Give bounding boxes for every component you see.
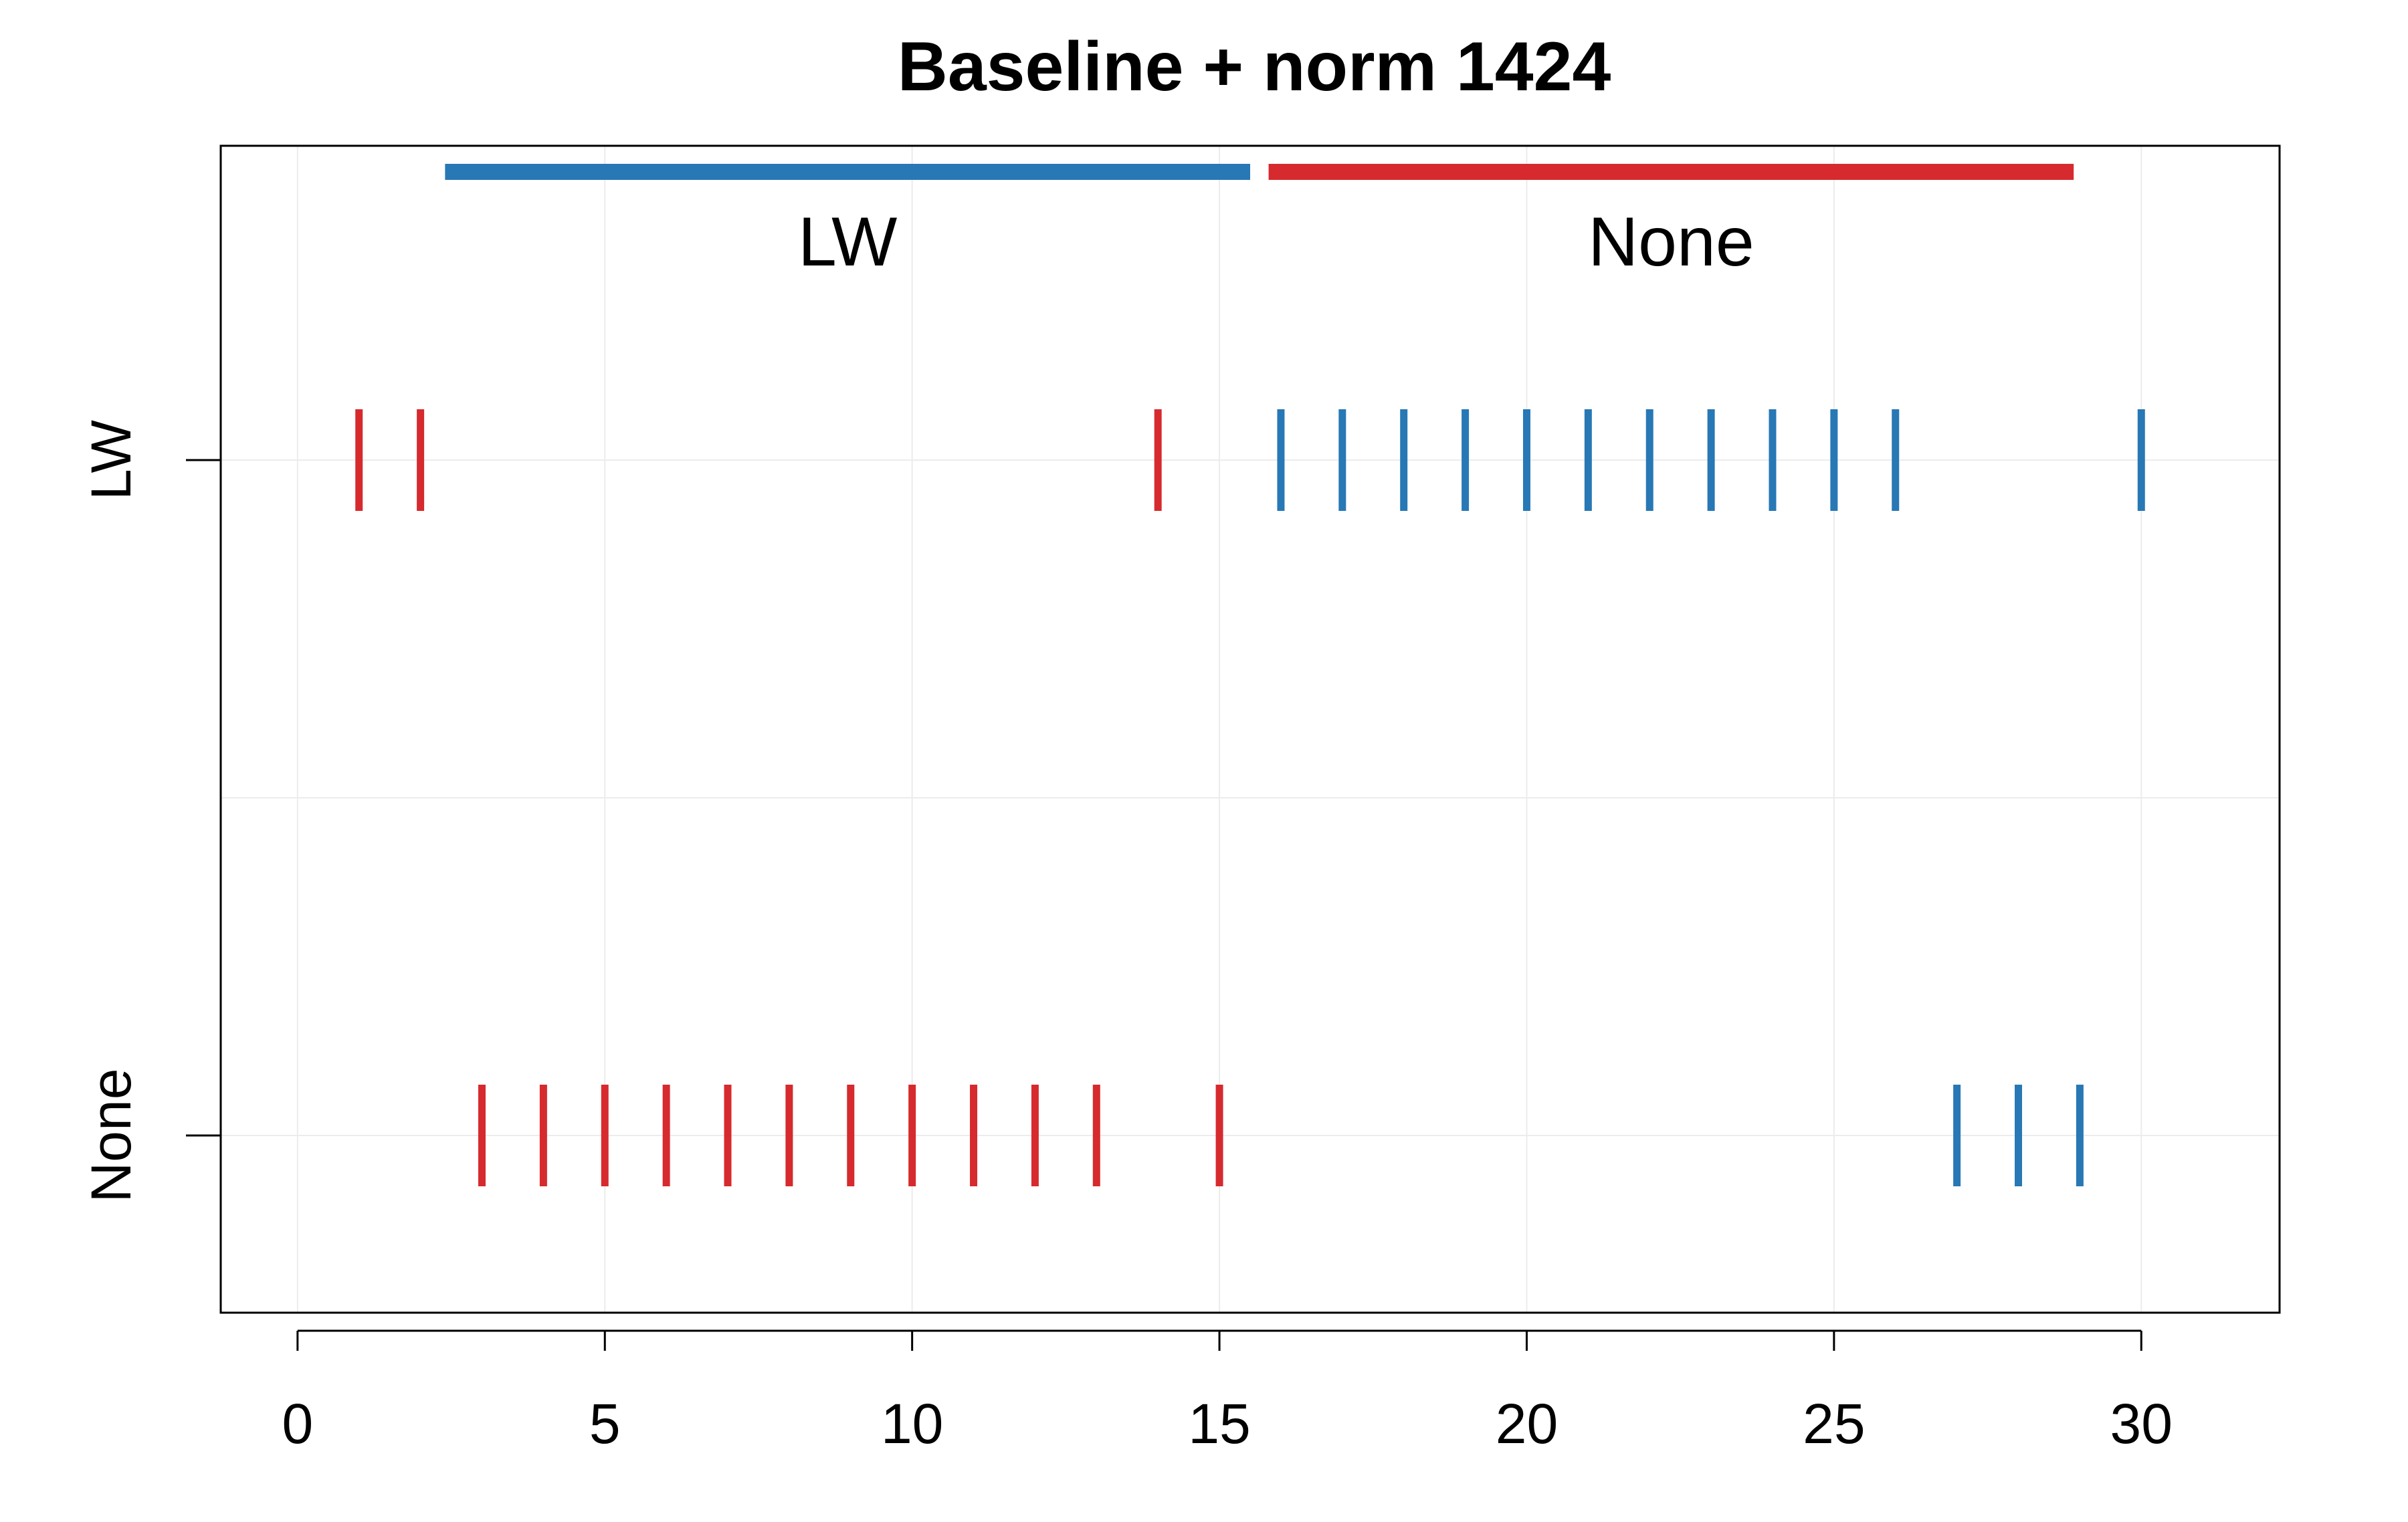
- x-tick-label-15: 15: [1188, 1392, 1250, 1455]
- x-tick-label-10: 10: [881, 1392, 943, 1455]
- x-tick-label-30: 30: [2110, 1392, 2173, 1455]
- segment-bars: LW None: [445, 164, 2074, 281]
- grid: [221, 146, 2280, 1313]
- segment-label-none: None: [1588, 203, 1754, 281]
- strip-marks: [355, 409, 2145, 1186]
- x-tick-label-5: 5: [589, 1392, 621, 1455]
- y-axis: LW None: [80, 420, 221, 1202]
- x-tick-label-0: 0: [282, 1392, 313, 1455]
- x-tick-label-25: 25: [1803, 1392, 1865, 1455]
- y-tick-label-none: None: [80, 1069, 142, 1203]
- x-axis: 0 5 10 15 20 25 30: [282, 1329, 2173, 1455]
- chart-title: Baseline + norm 1424: [898, 28, 1611, 106]
- y-tick-label-lw: LW: [80, 420, 142, 500]
- plot-frame: [219, 144, 2281, 1314]
- segment-label-lw: LW: [798, 203, 897, 281]
- x-tick-label-20: 20: [1496, 1392, 1558, 1455]
